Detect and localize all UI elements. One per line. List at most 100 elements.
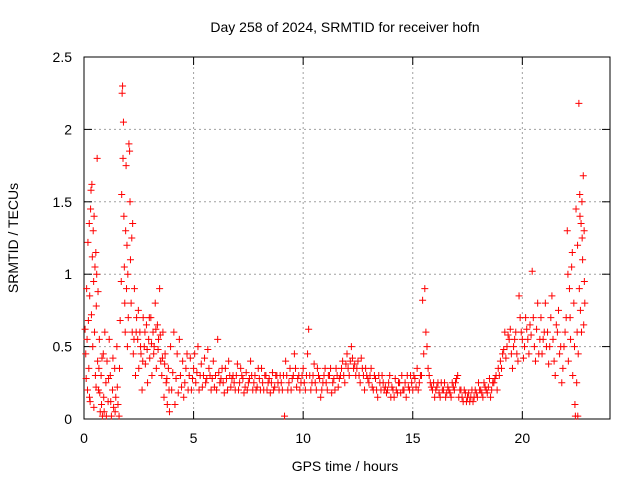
data-point [220, 389, 228, 397]
data-point [122, 162, 130, 170]
data-point [313, 364, 321, 372]
data-point [473, 393, 481, 401]
data-point [215, 369, 223, 377]
data-point [557, 343, 565, 351]
data-point [291, 364, 299, 372]
data-point [175, 335, 183, 343]
data-point [98, 354, 106, 362]
data-point [278, 386, 286, 394]
data-point [541, 299, 549, 307]
data-point [503, 343, 511, 351]
data-point [113, 343, 121, 351]
data-point [205, 364, 213, 372]
data-point [299, 364, 307, 372]
y-axis-label: SRMTID / TECUs [5, 183, 21, 293]
data-point [121, 299, 129, 307]
data-point [174, 389, 182, 397]
data-point [199, 372, 207, 380]
data-point [217, 374, 225, 382]
data-point [123, 241, 131, 249]
data-point [515, 292, 523, 300]
data-point [145, 335, 153, 343]
data-point [576, 191, 584, 199]
data-point [285, 379, 293, 387]
data-point [139, 314, 147, 322]
data-point [201, 354, 209, 362]
data-point [154, 345, 162, 353]
data-point [480, 379, 488, 387]
data-point [232, 372, 240, 380]
data-point [568, 248, 576, 256]
data-point [533, 325, 541, 333]
data-point [579, 256, 587, 264]
data-point [493, 386, 501, 394]
data-point [91, 328, 99, 336]
data-point [327, 364, 335, 372]
data-point [85, 364, 93, 372]
data-point [386, 372, 394, 380]
data-point [500, 345, 508, 353]
data-point [148, 372, 156, 380]
data-point [224, 386, 232, 394]
data-point [113, 383, 121, 391]
data-point [343, 350, 351, 358]
data-point [247, 357, 255, 365]
data-point [160, 393, 168, 401]
data-point [404, 383, 412, 391]
data-point [318, 386, 326, 394]
data-point [165, 386, 173, 394]
data-point [83, 335, 91, 343]
data-point [547, 314, 555, 322]
data-point [419, 296, 427, 304]
data-point [167, 343, 175, 351]
data-point [88, 180, 96, 188]
data-point [180, 393, 188, 401]
data-point [133, 314, 141, 322]
data-point [237, 364, 245, 372]
data-point [270, 386, 278, 394]
data-point [162, 379, 170, 387]
x-tick-label: 10 [295, 430, 311, 446]
data-point [89, 343, 97, 351]
data-point [82, 374, 90, 382]
data-point [548, 292, 556, 300]
data-point [250, 379, 258, 387]
data-point [87, 205, 95, 213]
data-point [90, 403, 98, 411]
data-point [469, 398, 477, 406]
data-point [411, 374, 419, 382]
data-point [132, 372, 140, 380]
data-point [116, 317, 124, 325]
data-point [141, 328, 149, 336]
data-point [537, 314, 545, 322]
data-point [415, 379, 423, 387]
data-point [283, 372, 291, 380]
data-point [120, 212, 128, 220]
data-point [109, 354, 117, 362]
data-point [157, 357, 165, 365]
data-point [143, 345, 151, 353]
data-point [93, 154, 101, 162]
data-point [465, 389, 473, 397]
data-point [185, 372, 193, 380]
data-point [523, 325, 531, 333]
y-tick-label: 2.5 [53, 49, 73, 65]
data-point [261, 372, 269, 380]
data-point [253, 383, 261, 391]
data-point [119, 154, 127, 162]
data-point [145, 314, 153, 322]
data-point [103, 357, 111, 365]
data-point [240, 389, 248, 397]
data-point [243, 386, 251, 394]
data-point [92, 248, 100, 256]
data-point [195, 386, 203, 394]
data-point [511, 335, 519, 343]
data-point [290, 350, 298, 358]
data-point [453, 374, 461, 382]
data-point [179, 357, 187, 365]
data-point [362, 364, 370, 372]
grid [84, 57, 610, 419]
data-point [274, 379, 282, 387]
y-tick-label: 2 [64, 121, 72, 137]
data-point [151, 299, 159, 307]
